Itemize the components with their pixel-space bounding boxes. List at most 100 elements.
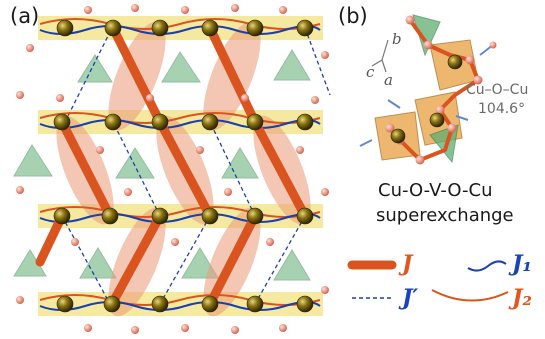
- legend: [347, 260, 509, 302]
- j-prime-bond: [64, 27, 113, 123]
- j-bond: [35, 211, 67, 267]
- o-atom: [56, 94, 64, 102]
- cu-atom: [103, 295, 121, 313]
- o-atom: [124, 188, 132, 196]
- cu-atom: [429, 112, 445, 128]
- j1-curve: [39, 213, 321, 223]
- axis-b-label: b: [392, 30, 402, 48]
- cu-atom: [101, 207, 119, 225]
- legend-J-label: J: [402, 251, 413, 277]
- j-bond: [205, 23, 260, 127]
- o-atom: [241, 94, 249, 102]
- j1-curve: [39, 301, 321, 311]
- o-atom: [84, 324, 92, 332]
- axis-c-label: c: [366, 63, 375, 81]
- cu-atom: [56, 19, 74, 37]
- j-prime-bond: [304, 27, 331, 96]
- j1-curves: [39, 25, 321, 311]
- o-atom: [489, 41, 497, 49]
- panel-b-tetrahedra: [412, 14, 459, 164]
- j-prime-bond: [159, 215, 211, 305]
- o-atom: [131, 4, 139, 12]
- j-bond: [155, 117, 215, 221]
- v-tetrahedron: [221, 147, 259, 179]
- cu-atom: [201, 19, 219, 37]
- v-tetrahedron: [115, 147, 155, 179]
- panel-a-label: (a): [10, 4, 40, 28]
- o-atom: [84, 6, 92, 14]
- j-prime-bond: [254, 215, 306, 305]
- oxygen-atoms: [16, 4, 329, 334]
- o-atom: [266, 238, 274, 246]
- axis-triad: [371, 39, 389, 73]
- j2-curves: [39, 18, 321, 306]
- v-tetrahedron: [273, 49, 311, 81]
- panel-b-label: (b): [338, 4, 368, 28]
- o-atom: [321, 286, 329, 294]
- v-tetrahedron: [79, 247, 117, 279]
- j-bond: [108, 23, 165, 127]
- j2-curve: [39, 18, 321, 30]
- legend-J1-swatch: [467, 260, 507, 272]
- cu-atom: [246, 295, 264, 313]
- j-bonds: [35, 23, 310, 309]
- o-atom: [146, 94, 154, 102]
- panel-b-structure: [359, 14, 497, 165]
- o-atom: [231, 326, 239, 334]
- o-atom: [447, 123, 457, 133]
- o-atom: [96, 146, 104, 154]
- v-tetrahedron: [161, 51, 201, 83]
- cu-atom: [296, 207, 314, 225]
- h-bond: [359, 139, 373, 147]
- o-atom: [321, 51, 329, 59]
- o-atom: [473, 75, 483, 85]
- o-atom: [16, 91, 24, 99]
- cu-atom: [151, 113, 169, 131]
- j-bond: [205, 211, 260, 309]
- cu-atom: [53, 207, 71, 225]
- cu-atom: [104, 19, 122, 37]
- legend-J2-label: J₂: [512, 285, 533, 311]
- v-tetrahedron: [13, 144, 53, 177]
- cu-atom: [56, 295, 74, 313]
- legend-J2-swatch: [431, 289, 509, 302]
- superexchange-path: [388, 18, 480, 162]
- cu-atom: [390, 128, 406, 144]
- cu-atom: [296, 113, 314, 131]
- axis-c-line: [371, 59, 383, 67]
- bond-angle-value: 104.6°: [478, 101, 526, 117]
- h-bond: [455, 115, 469, 121]
- cu-atom: [296, 19, 314, 37]
- j1-curve: [39, 25, 321, 35]
- o-atom: [279, 6, 287, 14]
- superexchange-path-line: [388, 18, 480, 162]
- o-atom: [16, 296, 24, 304]
- o-atom: [196, 146, 204, 154]
- o-atom: [231, 4, 239, 12]
- superexchange-caption-line2: superexchange: [376, 205, 514, 226]
- o-atom: [415, 155, 425, 165]
- cu-atom: [201, 295, 219, 313]
- j-prime-bond: [61, 215, 111, 305]
- panel-a-structure: [13, 4, 331, 334]
- o-atom: [224, 188, 232, 196]
- cu-atom: [151, 295, 169, 313]
- cu-atom: [151, 19, 169, 37]
- j2-curve: [39, 294, 321, 306]
- j2-curve: [39, 206, 321, 218]
- panel-b-copper-atoms: [390, 54, 463, 144]
- o-atom: [181, 324, 189, 332]
- o-atom: [26, 44, 34, 52]
- cu-atom: [151, 207, 169, 225]
- h-bond: [387, 99, 401, 109]
- o-atom: [405, 15, 415, 25]
- axis-a-line: [381, 59, 387, 73]
- o-atom: [296, 146, 304, 154]
- j-prime-bond: [209, 121, 256, 217]
- o-atom: [311, 96, 319, 104]
- o-atom: [435, 105, 445, 115]
- o-atom: [181, 6, 189, 14]
- j-bond: [250, 117, 310, 221]
- o-atom: [321, 188, 329, 196]
